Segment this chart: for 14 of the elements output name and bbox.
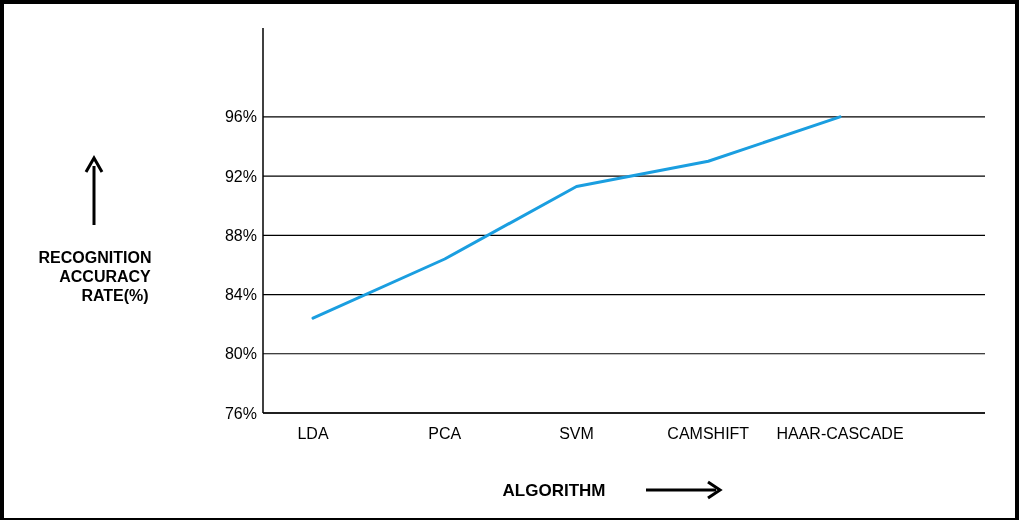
y-tick-label: 84% bbox=[224, 286, 257, 304]
x-tick-label: SVM bbox=[559, 425, 594, 442]
y-tick-label: 92% bbox=[224, 167, 257, 185]
x-tick-label: HAAR-CASCADE bbox=[776, 425, 904, 442]
line-series bbox=[311, 115, 842, 320]
y-tick-label: 88% bbox=[224, 226, 257, 244]
y-tick-label: 76% bbox=[224, 404, 257, 422]
x-axis-title: ALGORITHM bbox=[502, 481, 606, 500]
x-tick-label: PCA bbox=[428, 425, 462, 442]
x-tick-label: LDA bbox=[297, 425, 329, 442]
y-tick-label: 96% bbox=[224, 108, 257, 126]
y-axis-title: RECOGNITION ACCURACY RATE(%) bbox=[38, 249, 152, 304]
y-tick-label: 80% bbox=[224, 345, 257, 363]
x-tick-label: CAMSHIFT bbox=[667, 425, 750, 442]
